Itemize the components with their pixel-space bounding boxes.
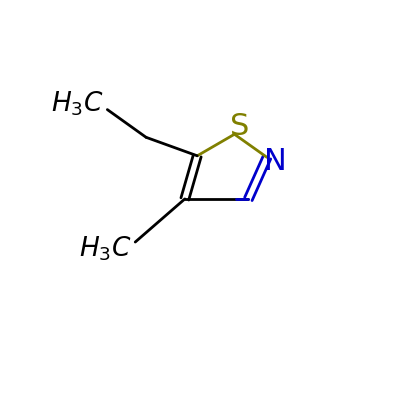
Text: N: N [264, 148, 287, 176]
Text: $H_3C$: $H_3C$ [51, 89, 104, 118]
Text: S: S [230, 112, 250, 141]
Text: $H_3C$: $H_3C$ [80, 234, 132, 263]
